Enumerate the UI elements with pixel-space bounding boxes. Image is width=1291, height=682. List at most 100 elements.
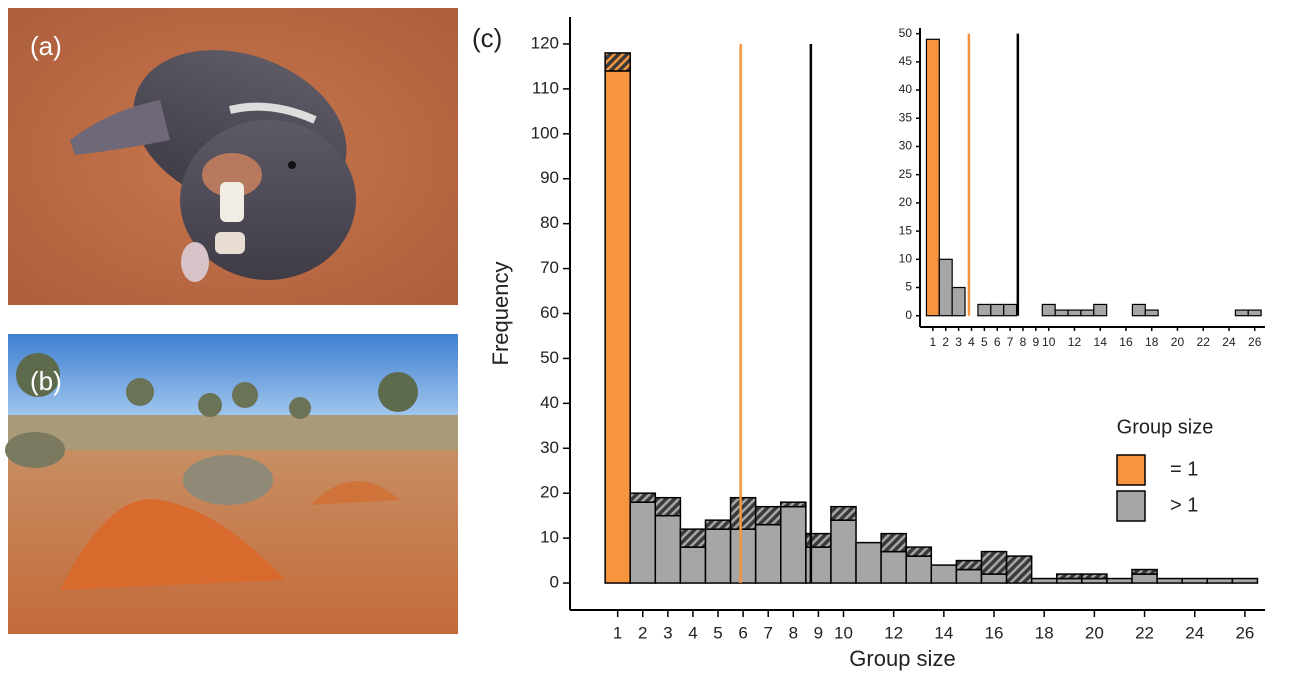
bar <box>605 71 630 583</box>
x-tick-label: 8 <box>1020 335 1027 349</box>
bar <box>1132 304 1145 315</box>
x-tick-label: 2 <box>638 623 647 642</box>
y-tick-label: 20 <box>899 195 913 209</box>
bar <box>1145 310 1158 316</box>
x-tick-label: 6 <box>994 335 1001 349</box>
figure: (a) (b) (c) 0102030405060708090100110120… <box>0 0 1291 677</box>
x-tick-label: 7 <box>763 623 772 642</box>
y-tick-label: 45 <box>899 54 913 68</box>
panel-label: (c) <box>472 23 502 53</box>
x-tick-label: 8 <box>789 623 798 642</box>
bar <box>881 552 906 583</box>
y-tick-label: 15 <box>899 223 913 237</box>
bar <box>1081 310 1094 316</box>
panel-label: (a) <box>30 31 62 61</box>
bar <box>1068 310 1081 316</box>
x-tick-label: 1 <box>613 623 622 642</box>
x-tick-label: 20 <box>1085 623 1104 642</box>
legend-title: Group size <box>1117 416 1214 438</box>
y-tick-label: 0 <box>905 308 912 322</box>
y-tick-label: 90 <box>540 168 559 187</box>
hatched-bar-segment <box>655 498 680 516</box>
x-tick-label: 18 <box>1145 335 1159 349</box>
bar <box>680 547 705 583</box>
hatched-bar-segment <box>806 534 831 547</box>
x-tick-label: 14 <box>934 623 953 642</box>
y-tick-label: 0 <box>550 573 559 592</box>
x-tick-label: 4 <box>968 335 975 349</box>
bar <box>831 520 856 583</box>
hatched-bar-segment <box>756 507 781 525</box>
y-tick-label: 50 <box>540 348 559 367</box>
x-tick-label: 18 <box>1035 623 1054 642</box>
x-tick-label: 5 <box>981 335 988 349</box>
panel-label: (b) <box>30 366 62 396</box>
hatched-bar-segment <box>831 507 856 520</box>
hatched-bar-segment <box>1057 574 1082 578</box>
y-tick-label: 100 <box>531 123 559 142</box>
bar <box>956 570 981 583</box>
x-tick-label: 16 <box>985 623 1004 642</box>
x-tick-label: 22 <box>1197 335 1211 349</box>
y-tick-label: 40 <box>899 82 913 96</box>
hatched-bar-segment <box>1007 556 1032 583</box>
hatched-bar-segment <box>705 520 730 529</box>
bar <box>1207 579 1232 583</box>
hatched-bar-segment <box>1082 574 1107 578</box>
x-tick-label: 20 <box>1171 335 1185 349</box>
x-tick-label: 10 <box>834 623 853 642</box>
x-tick-label: 12 <box>884 623 903 642</box>
bar <box>781 507 806 583</box>
hatched-bar-segment <box>680 529 705 547</box>
bar <box>1248 310 1261 316</box>
y-tick-label: 40 <box>540 393 559 412</box>
x-tick-label: 5 <box>713 623 722 642</box>
bar <box>926 39 939 315</box>
bar <box>952 288 965 316</box>
bar <box>991 304 1004 315</box>
hatched-bar-segment <box>906 547 931 556</box>
bar <box>630 502 655 583</box>
x-tick-label: 10 <box>1042 335 1056 349</box>
bar <box>756 525 781 583</box>
bar <box>931 565 956 583</box>
y-tick-label: 25 <box>899 167 913 181</box>
bar <box>1032 579 1057 583</box>
hatched-bar-segment <box>881 534 906 552</box>
bar <box>1107 579 1132 583</box>
hatched-bar-segment <box>731 498 756 529</box>
bar <box>1235 310 1248 316</box>
y-tick-label: 120 <box>531 33 559 52</box>
bar <box>1055 310 1068 316</box>
x-tick-label: 24 <box>1222 335 1236 349</box>
bar <box>655 516 680 583</box>
x-tick-label: 7 <box>1007 335 1014 349</box>
bar <box>939 259 952 315</box>
bar <box>1232 579 1257 583</box>
y-tick-label: 80 <box>540 213 559 232</box>
x-tick-label: 3 <box>663 623 672 642</box>
hatched-bar-segment <box>981 552 1006 574</box>
x-axis-label: Group size <box>849 646 955 671</box>
x-tick-label: 12 <box>1068 335 1082 349</box>
x-tick-label: 6 <box>738 623 747 642</box>
x-tick-label: 9 <box>1033 335 1040 349</box>
x-tick-label: 2 <box>942 335 949 349</box>
y-axis-label: Frequency <box>488 262 513 366</box>
y-tick-label: 30 <box>899 139 913 153</box>
x-tick-label: 4 <box>688 623 697 642</box>
bar <box>906 556 931 583</box>
bar <box>1182 579 1207 583</box>
bar <box>1004 304 1017 315</box>
y-tick-label: 70 <box>540 258 559 277</box>
bar <box>856 543 881 583</box>
bar <box>1042 304 1055 315</box>
legend-label: = 1 <box>1170 458 1198 480</box>
y-tick-label: 35 <box>899 110 913 124</box>
legend-label: > 1 <box>1170 494 1198 516</box>
hatched-bar-segment <box>956 561 981 570</box>
bar <box>1157 579 1182 583</box>
bar <box>705 529 730 583</box>
y-tick-label: 50 <box>899 26 913 40</box>
y-tick-label: 10 <box>899 251 913 265</box>
